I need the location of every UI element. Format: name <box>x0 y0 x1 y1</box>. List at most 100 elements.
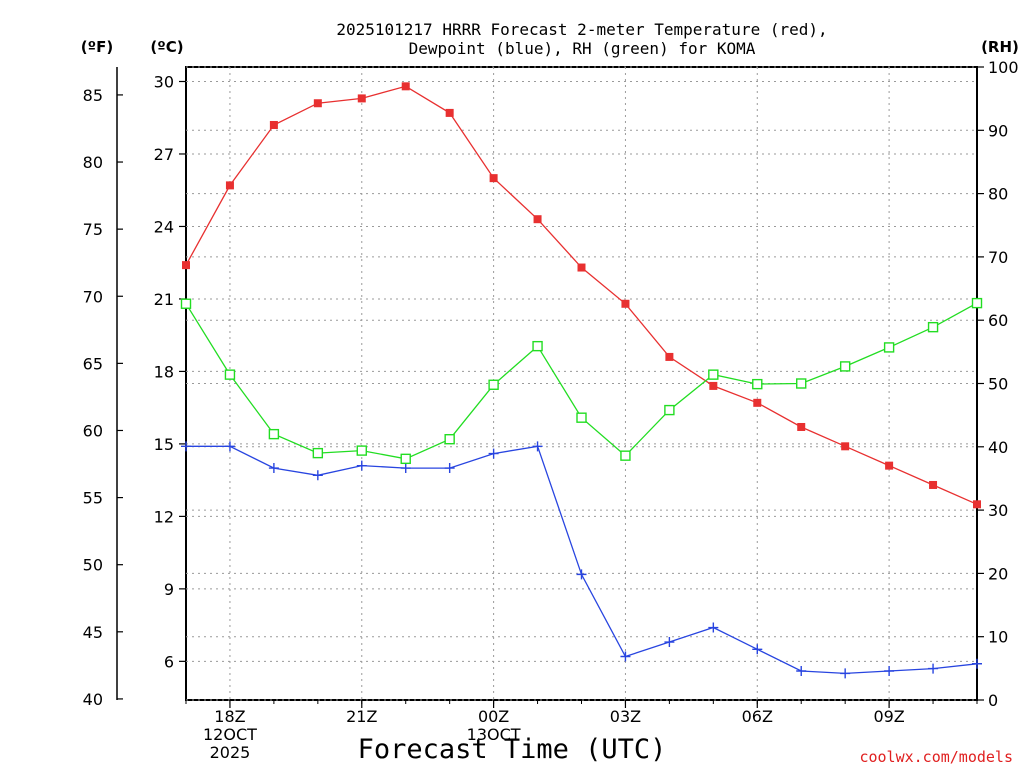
dewpoint-point <box>576 569 587 580</box>
fahrenheit-tick-label: 45 <box>83 623 103 642</box>
rh-tick-label: 20 <box>988 564 1008 583</box>
dewpoint-point <box>356 460 367 471</box>
dewpoint-point <box>884 666 895 677</box>
celsius-tick-label: 12 <box>154 507 174 526</box>
dewpoint-point <box>840 668 851 679</box>
dewpoint-point <box>312 470 323 481</box>
rh-tick-label: 80 <box>988 185 1008 204</box>
rh-tick-label: 30 <box>988 501 1008 520</box>
rh-point <box>752 378 763 390</box>
rh-tick-label: 40 <box>988 438 1008 457</box>
rh-point <box>400 453 411 465</box>
fahrenheit-tick-label: 80 <box>83 153 103 172</box>
temperature-point <box>445 108 454 117</box>
rh-point <box>883 342 895 353</box>
rh-point <box>180 298 192 309</box>
fahrenheit-tick-label: 85 <box>83 86 103 105</box>
temperature-point <box>577 263 586 272</box>
temperature-point <box>357 94 366 103</box>
x-axis-title: Forecast Time (UTC) <box>358 734 667 765</box>
dewpoint-point <box>796 666 807 677</box>
chart-title-line2: Dewpoint (blue), RH (green) for KOMA <box>409 39 756 58</box>
temperature-point <box>621 299 630 308</box>
time-tick-label: 13OCT <box>467 725 521 744</box>
rh-point <box>839 361 851 372</box>
grid-layer <box>186 66 977 701</box>
time-tick-label: 18Z <box>214 707 245 726</box>
celsius-axis-label: (ºC) <box>150 38 183 56</box>
temperature-point <box>753 398 762 407</box>
temperature-point <box>401 82 410 91</box>
rh-point <box>312 447 324 459</box>
celsius-tick-label: 27 <box>154 145 174 164</box>
rh-point <box>796 378 807 389</box>
rh-point <box>620 450 631 461</box>
rh-point <box>224 369 236 380</box>
rh-point <box>532 340 543 352</box>
fahrenheit-tick-label: 55 <box>83 489 103 508</box>
temperature-point <box>313 99 322 108</box>
time-tick-label: 12OCT <box>203 725 257 744</box>
chart-title-line1: 2025101217 HRRR Forecast 2-meter Tempera… <box>336 20 827 39</box>
rh-tick-label: 70 <box>988 248 1008 267</box>
series-temperature <box>182 82 981 509</box>
temperature-point <box>841 442 850 451</box>
temperature-point <box>797 422 806 431</box>
rh-point <box>268 428 280 440</box>
dewpoint-point <box>181 441 191 452</box>
series-layer <box>180 82 983 679</box>
ticks-layer: 6 9 12 15 18 21 24 27 30 40 45 50 55 60 65 70 75 80 85 0 10 2… <box>83 58 1019 762</box>
celsius-tick-label: 15 <box>154 435 174 454</box>
rh-tick-label: 10 <box>988 628 1008 647</box>
rh-point <box>576 412 587 423</box>
celsius-tick-label: 21 <box>154 290 174 309</box>
dewpoint-point <box>488 448 499 459</box>
rh-point <box>664 404 675 416</box>
dewpoint-point <box>268 463 279 474</box>
temperature-line <box>185 85 978 505</box>
rh-point <box>708 369 719 380</box>
fahrenheit-tick-label: 70 <box>83 287 103 306</box>
celsius-tick-label: 9 <box>164 580 174 599</box>
temperature-point <box>885 461 894 470</box>
celsius-tick-label: 30 <box>154 72 174 91</box>
dewpoint-point <box>532 441 543 452</box>
celsius-tick-label: 6 <box>164 652 174 671</box>
series-dewpoint <box>181 441 982 679</box>
time-tick-label: 09Z <box>873 707 904 726</box>
series-rh <box>180 297 983 465</box>
rh-tick-label: 0 <box>988 691 998 710</box>
temperature-point <box>665 352 674 361</box>
temperature-point <box>489 174 498 183</box>
rh-axis-label: (RH) <box>981 38 1019 56</box>
time-tick-label: 03Z <box>610 707 641 726</box>
rh-point <box>356 445 367 456</box>
dewpoint-point <box>400 463 411 474</box>
celsius-tick-label: 24 <box>154 217 174 236</box>
temperature-point <box>182 261 190 270</box>
dewpoint-point <box>928 663 939 674</box>
fahrenheit-tick-label: 60 <box>83 421 103 440</box>
fahrenheit-axis-label: (ºF) <box>81 38 113 56</box>
rh-point <box>488 379 499 390</box>
rh-tick-label: 100 <box>988 58 1019 77</box>
dewpoint-point <box>224 441 235 452</box>
rh-tick-label: 60 <box>988 311 1008 330</box>
temperature-point <box>929 480 938 489</box>
dewpoint-point <box>752 644 763 655</box>
temperature-point <box>533 215 542 224</box>
rh-tick-label: 50 <box>988 375 1008 394</box>
dewpoint-point <box>708 622 719 633</box>
fahrenheit-tick-label: 65 <box>83 354 103 373</box>
temperature-point <box>709 381 718 390</box>
watermark: coolwx.com/models <box>859 748 1013 766</box>
rh-point <box>927 321 939 333</box>
celsius-tick-label: 18 <box>154 362 174 381</box>
rh-tick-label: 90 <box>988 121 1008 140</box>
temperature-point <box>225 181 234 190</box>
dewpoint-point <box>620 651 631 662</box>
dewpoint-point <box>972 658 982 669</box>
time-tick-label: 00Z <box>478 707 509 726</box>
fahrenheit-tick-label: 75 <box>83 220 103 239</box>
